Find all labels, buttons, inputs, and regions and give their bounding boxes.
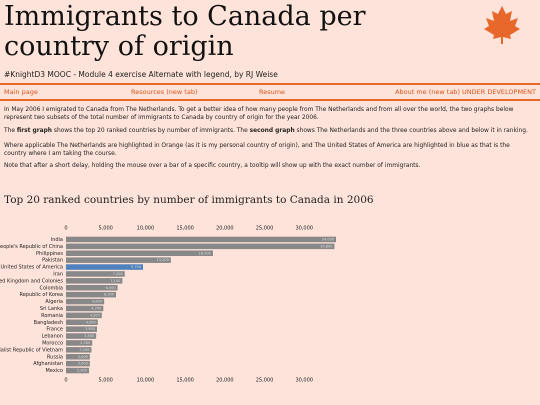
chart-title: Top 20 ranked countries by number of imm… [4,194,374,206]
bar [66,243,335,250]
rule [0,83,540,85]
x-tick-label: 10,000 [137,378,155,384]
y-tick-label: Pakistan [42,258,63,264]
nav-link[interactable]: Resources (new tab) [131,88,198,96]
value-label: 2,900 [77,369,87,373]
value-label: 9,700 [131,265,141,269]
bar [66,340,93,346]
y-tick-label: Colombia [40,285,64,291]
y-tick-label: Morocco [42,340,63,346]
x-tick-label: 30,000 [295,226,313,232]
chart: 0 0 5,000 5,000 10,000 10,000 15,000 15,000 20,0… [0,226,336,384]
y-tick-label: People's Republic of China [0,244,63,250]
bar [66,257,171,263]
x-tick-label: 5,000 [99,378,113,384]
value-label: 6,500 [106,286,116,290]
bar [66,367,90,374]
value-label: 13,200 [157,258,169,262]
maple-leaf [484,6,520,44]
text: In May 2006 I emigrated to Canada from T… [4,107,514,121]
text: Note that after a short delay, holding t… [4,163,421,169]
paragraph: Where applicable The Netherlands are hig… [4,142,534,158]
x-tick-label: 25,000 [256,226,274,232]
bar [66,250,213,257]
bar [66,298,105,305]
y-tick-label: United Kingdom and Colonies [0,278,63,284]
y-tick-label: Algeria [45,299,63,305]
bar [66,333,97,339]
bar [66,264,144,270]
text: Where applicable The Netherlands are hig… [4,143,510,157]
value-label: 6,300 [104,293,114,297]
y-tick-label: Lebanon [42,334,63,340]
y-tick-label: Iran [53,271,63,277]
logo [484,6,520,44]
bar [66,284,118,291]
value-label: 7,100 [110,279,120,283]
value-label: 3,000 [78,362,88,366]
x-tick-label: 30,000 [295,378,313,384]
value-label: 3,800 [84,334,94,338]
text: first graph [16,128,52,134]
nav-link[interactable]: Resume [259,88,286,96]
bar [66,291,117,298]
y-tick-label: Mexico [46,368,63,374]
bar [66,360,90,367]
page-title: Immigrants to Canada per country of orig… [4,1,366,62]
y-tick-label: Afghanistan [33,361,63,367]
bar [66,312,102,319]
paragraph: Note that after a short delay, holding t… [4,162,534,170]
value-label: 34,000 [322,237,334,241]
y-tick-label: Bangladesh [34,320,63,326]
bar [66,347,92,353]
x-tick-label: 25,000 [256,378,274,384]
y-tick-label: Philippines [36,251,63,257]
text: shows The Netherlands and the three coun… [294,128,528,134]
x-tick-label: 15,000 [176,378,194,384]
bar [66,305,104,312]
y-tick-label: Russia [47,354,63,360]
value-label: 33,800 [320,244,332,248]
y-tick-label: France [46,327,63,333]
value-label: 4,000 [86,320,96,324]
value-label: 4,700 [91,306,101,310]
y-tick-label: Romania [41,313,63,319]
y-tick-label: Republic of Korea [19,292,63,298]
y-tick-label: India [51,237,63,243]
x-tick-label: 0 [64,226,67,232]
nav-link[interactable]: About me (new tab) UNDER DEVELOPMENT [395,88,536,96]
x-tick-label: 0 [64,378,67,384]
value-label: 3,000 [78,355,88,359]
paragraph: In May 2006 I emigrated to Canada from T… [4,106,534,122]
bar [66,326,97,332]
value-label: 3,900 [85,327,95,331]
value-label: 18,500 [199,251,211,255]
bar [66,271,125,277]
value-label: 3,300 [80,341,90,345]
value-label: 3,200 [79,348,89,352]
x-tick-label: 20,000 [216,226,234,232]
y-tick-label: United States of America [1,265,63,271]
bar [66,353,90,360]
value-label: 4,800 [92,300,102,304]
rule [0,99,540,101]
bar [66,319,98,326]
paragraph: The first graph shows the top 20 ranked … [4,127,534,135]
text: second graph [249,128,295,134]
x-tick-label: 5,000 [99,226,113,232]
x-tick-label: 10,000 [137,226,155,232]
text: shows the top 20 ranked countries by num… [52,128,250,134]
value-label: 7,400 [113,272,123,276]
value-label: 4,500 [90,313,100,317]
x-tick-label: 15,000 [176,226,194,232]
y-tick-label: Sri Lanka [40,306,63,312]
nav-link[interactable]: Main page [4,88,38,96]
text: The [4,128,17,134]
bar [66,236,336,243]
y-tick-label: Socialist Republic of Vietnam [0,347,63,353]
x-tick-label: 20,000 [216,378,234,384]
bar [66,278,123,284]
subtitle: #KnightD3 MOOC - Module 4 exercise Alter… [4,70,278,79]
